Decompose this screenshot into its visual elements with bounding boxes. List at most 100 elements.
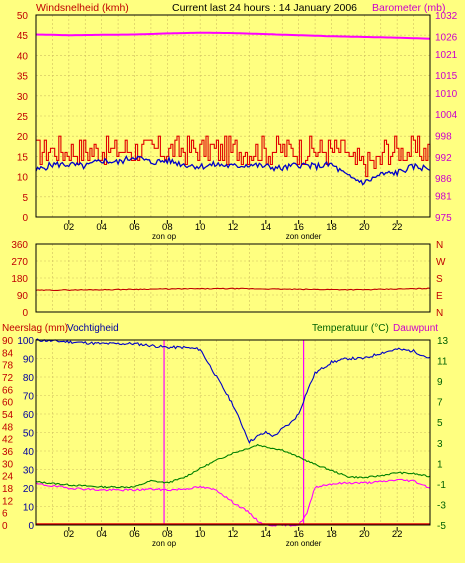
temperature-axis-label: 11 — [437, 357, 448, 368]
compass-label: S — [436, 274, 443, 285]
direction-axis-label: 0 — [22, 308, 28, 319]
p1-sun-label: zon onder — [286, 232, 322, 241]
barometer-axis-label: 986 — [435, 174, 452, 185]
humidity-axis-label: 90 — [23, 355, 35, 366]
wind-axis-label: 50 — [17, 11, 29, 22]
temperature-axis-label: -5 — [437, 521, 446, 532]
wind-barometer-panel: 0510152025303540455097598198699299810041… — [17, 11, 458, 241]
p3-xlabel: 04 — [96, 529, 107, 540]
p3-xlabel: 22 — [392, 529, 403, 540]
temperature-axis-label: 5 — [437, 418, 443, 429]
p1-xlabel: 16 — [293, 222, 304, 233]
wind-axis-label: 5 — [22, 193, 28, 204]
temperature-axis-label: 13 — [437, 336, 449, 347]
wind-axis-label: 15 — [17, 152, 29, 163]
wind-direction-line — [35, 287, 431, 292]
p1-xlabel: 20 — [359, 222, 370, 233]
p1-xlabel: 08 — [162, 222, 173, 233]
rain-axis-label: 24 — [2, 472, 14, 483]
rain-axis-label: 60 — [2, 398, 14, 409]
wind-gust-line — [36, 135, 431, 178]
wind-axis-label: 10 — [17, 173, 29, 184]
p1-frame — [35, 14, 431, 218]
chart-title: Current last 24 hours : 14 January 2006 — [172, 2, 357, 14]
p3-frame — [35, 339, 431, 526]
rain-axis-label: 84 — [2, 348, 14, 359]
p3-xlabel: 10 — [195, 529, 206, 540]
barometer-axis-label: 975 — [435, 213, 452, 224]
p3-sun-label: zon onder — [286, 539, 322, 548]
barometer-axis-label: 981 — [435, 192, 452, 203]
rain-axis-label: 78 — [2, 361, 14, 372]
humidity-axis-label: 80 — [23, 373, 35, 384]
wind-average-line — [35, 155, 431, 186]
dewpoint-title: Dauwpunt — [393, 323, 438, 334]
rain-axis-label: 6 — [2, 509, 8, 520]
barometer-axis-label: 998 — [435, 131, 452, 142]
barometer-axis-label: 1015 — [435, 71, 458, 82]
p3-xlabel: 20 — [359, 529, 370, 540]
barometer-title: Barometer (mb) — [372, 2, 446, 14]
wind-axis-label: 20 — [17, 132, 29, 143]
temperature-title: Temperatuur (°C) — [312, 323, 389, 334]
rain-axis-label: 48 — [2, 422, 14, 433]
temperature-axis-label: 3 — [437, 439, 443, 450]
temperature-axis-label: -3 — [437, 500, 446, 511]
p3-xlabel: 08 — [162, 529, 173, 540]
direction-axis-label: 180 — [11, 274, 28, 285]
p3-xlabel: 18 — [326, 529, 337, 540]
humidity-line — [35, 338, 431, 444]
p3-xlabel: 02 — [64, 529, 75, 540]
barometer-axis-label: 992 — [435, 153, 452, 164]
barometer-axis-label: 1004 — [435, 110, 458, 121]
humidity-temperature-panel: 0102030405060708090100061218243036424854… — [2, 336, 449, 548]
humidity-axis-label: 30 — [23, 466, 35, 477]
rain-axis-label: 72 — [2, 373, 14, 384]
barometer-axis-label: 1032 — [435, 11, 458, 22]
humidity-axis-label: 10 — [23, 503, 35, 514]
barometer-axis-label: 1021 — [435, 50, 458, 61]
compass-label: W — [436, 257, 446, 268]
wind-axis-label: 25 — [17, 112, 29, 123]
direction-axis-label: 360 — [11, 240, 28, 251]
p1-xlabel: 10 — [195, 222, 206, 233]
p3-xlabel: 06 — [129, 529, 140, 540]
temperature-axis-label: -1 — [437, 480, 446, 491]
p3-xlabel: 12 — [228, 529, 239, 540]
barometer-axis-label: 1010 — [435, 89, 458, 100]
wind-axis-label: 35 — [17, 72, 29, 83]
p3-xlabel: 14 — [261, 529, 272, 540]
humidity-axis-label: 0 — [28, 521, 34, 532]
p3-xlabel: 16 — [293, 529, 304, 540]
rain-axis-label: 42 — [2, 435, 14, 446]
humidity-axis-label: 50 — [23, 429, 35, 440]
humidity-axis-label: 20 — [23, 484, 35, 495]
rain-axis-label: 36 — [2, 447, 14, 458]
temperature-axis-label: 9 — [437, 377, 443, 388]
humidity-axis-label: 60 — [23, 410, 35, 421]
compass-label: N — [436, 240, 443, 251]
wind-axis-label: 0 — [22, 213, 28, 224]
rain-axis-label: 30 — [2, 459, 14, 470]
p1-xlabel: 18 — [326, 222, 337, 233]
p1-sun-label: zon op — [152, 232, 177, 241]
humidity-axis-label: 100 — [17, 336, 34, 347]
compass-label: N — [436, 308, 443, 319]
p1-xlabel: 22 — [392, 222, 403, 233]
direction-axis-label: 270 — [11, 257, 28, 268]
wind-axis-label: 40 — [17, 51, 29, 62]
temperature-axis-label: 1 — [437, 459, 443, 470]
p1-xlabel: 02 — [64, 222, 75, 233]
p1-xlabel: 06 — [129, 222, 140, 233]
barometer-line — [35, 31, 431, 40]
temperature-axis-label: 7 — [437, 398, 443, 409]
rain-axis-label: 66 — [2, 385, 14, 396]
rain-title: Neerslag (mm) — [2, 323, 68, 334]
barometer-axis-label: 1026 — [435, 32, 458, 43]
wind-title: Windsnelheid (kmh) — [36, 2, 129, 14]
direction-axis-label: 90 — [17, 291, 29, 302]
wind-axis-label: 30 — [17, 92, 29, 103]
